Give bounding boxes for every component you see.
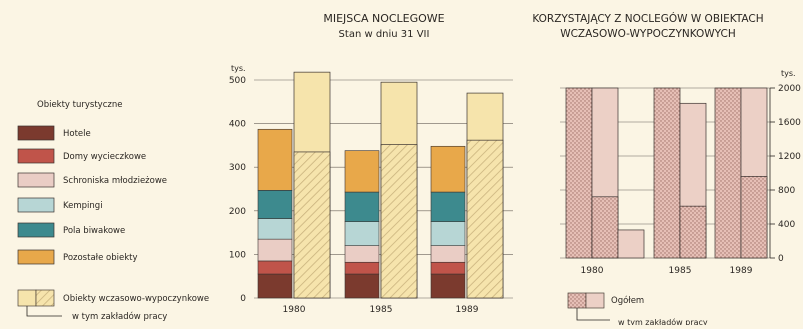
right-x-tick-label: 1985 [669,266,692,276]
left-x-tick-label: 1985 [370,305,393,315]
legend-heading: Obiekty turystyczne [37,100,122,110]
right-legend-swatch-plain [585,292,605,309]
right-total-bar [653,87,681,259]
legend-swatch [17,197,55,213]
right-y-tick-labels: 0 400 800 1200 1600 2000 [778,84,801,264]
legend-connector [26,306,62,317]
legend-swatch [17,125,55,141]
right-legend-connector [576,308,610,321]
legend-swatch [17,148,55,164]
left-stack-segment [344,150,380,193]
left-y-unit: tys. [231,64,246,73]
legend-label-recreation-sub: w tym zakładów pracy [72,311,167,322]
right-total-bar [714,87,742,259]
left-legend: Hotele Domy wycieczkowe Schroniska młodzie… [17,125,167,265]
left-recreation-work-bar [466,139,504,299]
legend-label: Pozostałe obiekty [63,253,137,263]
right-legend-label-total: Ogółem [611,295,644,306]
right-y-tick-label: 2000 [778,84,801,94]
right-total-bar [565,87,593,259]
right-y-tick-label: 1200 [778,152,801,162]
left-stack-segment [344,261,380,275]
legend-swatch-recreation-work [35,289,55,307]
legend-label: Schroniska młodzieżowe [63,176,167,186]
right-y-tick-label: 0 [778,254,784,264]
right-y-tick-label: 800 [778,186,795,196]
legend-swatch-recreation [17,289,37,307]
left-recreation-work-bar [293,151,331,299]
left-stack-segment [344,273,380,299]
legend-label: Hotele [63,129,91,139]
left-stack-segment [257,238,293,262]
right-y-tick-label: 400 [778,220,795,230]
left-stack-segment [257,128,293,191]
legend-label: Pola biwakowe [63,226,125,236]
left-stack-segment [430,261,466,275]
right-extra-bar [617,229,645,259]
left-stack-segment [344,221,380,246]
right-x-tick-label: 1989 [730,266,753,276]
left-chart-title: MIEJSCA NOCLEGOWE [323,12,444,25]
right-chart-title-line1: KORZYSTAJĄCY Z NOCLEGÓW W OBIEKTACH [532,12,763,25]
right-y-unit: tys. [781,69,796,78]
left-stack-segment [344,245,380,263]
legend-swatch [17,172,55,188]
left-y-tick-label: 100 [229,250,246,260]
left-stack-segment [430,145,466,193]
right-bars [565,87,768,259]
right-x-tick-labels: 1980 1985 1989 [581,266,753,276]
left-stack-segment [430,245,466,263]
right-legend-label-sub: w tym zakładów pracy [618,317,708,325]
left-stack-segment [257,260,293,275]
legend-swatch [17,249,55,265]
legend-label-recreation: Obiekty wczasowo-wypoczynkowe [63,294,209,304]
left-y-tick-labels: 0 100 200 300 400 500 [229,76,246,304]
right-legend-swatch-dotted [567,292,587,309]
left-x-tick-labels: 1980 1985 1989 [283,305,479,315]
right-chart-title-line2: WCZASOWO-WYPOCZYNKOWYCH [560,28,736,40]
left-stack-segment [430,273,466,299]
left-stack-segment [430,191,466,223]
legend-label: Domy wycieczkowe [63,152,146,162]
left-stack-segment [344,191,380,223]
right-y-tick-label: 1600 [778,118,801,128]
right-x-tick-label: 1980 [581,266,604,276]
left-stack-segment [257,273,293,299]
left-y-tick-label: 500 [229,76,246,86]
left-bars [257,71,504,299]
right-work-bar [591,196,619,259]
left-y-tick-label: 400 [229,120,246,130]
right-work-bar [679,205,707,259]
left-x-tick-label: 1980 [283,305,306,315]
legend-swatch [17,222,55,238]
left-x-tick-label: 1989 [456,305,479,315]
left-stack-segment [257,218,293,240]
left-y-tick-label: 0 [240,294,246,304]
left-stack-segment [257,190,293,219]
left-recreation-work-bar [380,144,418,299]
left-y-tick-label: 200 [229,207,246,217]
legend-label: Kempingi [63,201,103,211]
left-y-tick-label: 300 [229,163,246,173]
left-stack-segment [430,221,466,246]
left-chart-subtitle: Stan w dniu 31 VII [339,29,430,40]
right-work-bar [740,176,768,259]
